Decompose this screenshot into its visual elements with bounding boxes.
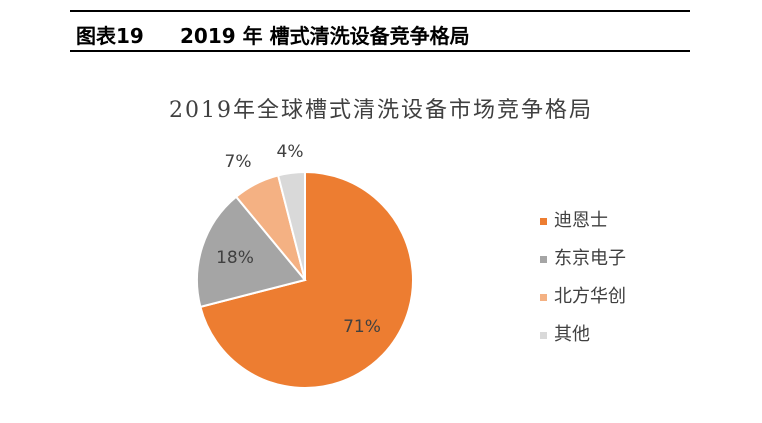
legend-swatch [540, 332, 547, 339]
pie-slice-4 [276, 170, 306, 281]
pie-labels: 71% 18% 7% 4% [216, 142, 381, 337]
figure-number: 图表19 [76, 24, 144, 48]
figure-header: 图表19 2019 年 槽式清洗设备竞争格局 [70, 10, 690, 52]
slice-data-label: 71% [343, 317, 381, 337]
legend-label: 迪恩士 [554, 210, 608, 231]
slice-data-label: 18% [216, 248, 254, 268]
legend-swatch [540, 294, 547, 301]
pie-slice-2 [196, 195, 307, 309]
legend-label: 其他 [554, 324, 590, 345]
legend-swatch [540, 256, 547, 263]
legend-swatch [540, 218, 547, 225]
slice-data-label: 4% [277, 142, 304, 162]
pie-slices [196, 170, 414, 389]
chart-title: 2019年全球槽式清洗设备市场竞争格局 [169, 98, 593, 123]
pie-slice-1 [199, 170, 414, 389]
legend-label: 东京电子 [554, 248, 626, 269]
slice-data-label: 7% [225, 152, 252, 172]
legend-label: 北方华创 [554, 286, 626, 307]
figure-title: 2019 年 槽式清洗设备竞争格局 [180, 24, 470, 48]
